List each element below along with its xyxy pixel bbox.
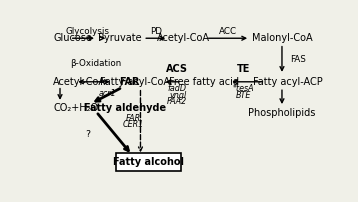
Text: ?: ?: [85, 130, 90, 139]
Text: Glucose: Glucose: [53, 33, 92, 43]
Text: Malonyl-CoA: Malonyl-CoA: [252, 33, 312, 43]
Text: Fatty aldehyde: Fatty aldehyde: [84, 103, 166, 113]
Text: PD: PD: [150, 27, 162, 36]
Text: Acetyl-CoA: Acetyl-CoA: [157, 33, 210, 43]
Text: CO₂+H₂O: CO₂+H₂O: [53, 103, 98, 113]
Text: Fatty acyl-ACP: Fatty acyl-ACP: [253, 77, 323, 87]
Text: BTE: BTE: [236, 90, 252, 100]
Text: FAS: FAS: [290, 55, 306, 64]
Text: Acetyl-CoA: Acetyl-CoA: [53, 77, 106, 87]
Text: Phospholipids: Phospholipids: [248, 108, 316, 118]
Text: β-Oxidation: β-Oxidation: [71, 59, 122, 68]
Text: FAR: FAR: [119, 77, 140, 87]
Text: acr1: acr1: [98, 89, 116, 98]
Text: Free fatty acid: Free fatty acid: [169, 77, 239, 87]
FancyBboxPatch shape: [116, 153, 181, 171]
Text: fadD: fadD: [168, 84, 187, 93]
Text: *tesA: *tesA: [233, 84, 255, 93]
Text: Glycolysis: Glycolysis: [66, 27, 110, 36]
Text: ACC: ACC: [219, 27, 237, 36]
Text: ACS: ACS: [165, 64, 188, 74]
Text: Pyruvate: Pyruvate: [98, 33, 141, 43]
Text: yngl: yngl: [169, 90, 186, 100]
Text: Fatty alcohol: Fatty alcohol: [113, 157, 184, 167]
Text: Fatty acyl-CoA: Fatty acyl-CoA: [100, 77, 170, 87]
Text: CER1: CER1: [122, 120, 144, 129]
Text: FAR: FAR: [125, 114, 141, 123]
Text: TE: TE: [236, 64, 250, 74]
Text: FAA2: FAA2: [167, 97, 188, 106]
